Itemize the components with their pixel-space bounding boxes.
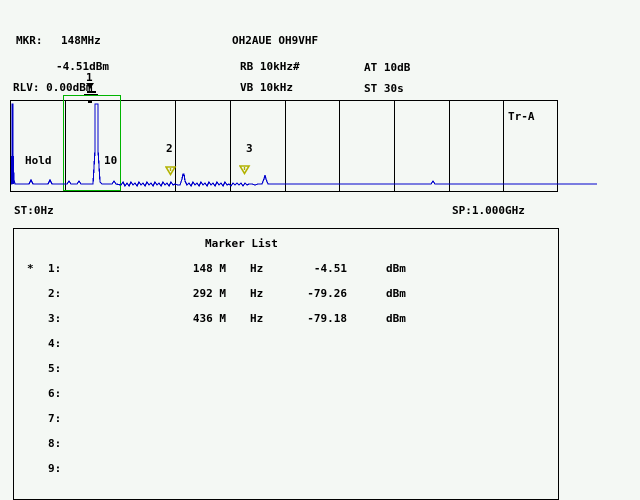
marker-level-unit: dBm — [386, 312, 406, 325]
marker-number: 4: — [48, 337, 62, 350]
marker-list-row: 4: — [0, 338, 640, 352]
marker-list-row: 5: — [0, 363, 640, 377]
marker-3-label: 3 — [246, 142, 253, 155]
active-marker-star: * — [27, 262, 34, 275]
reference-marker-underline — [84, 94, 98, 96]
grid-line — [503, 101, 504, 191]
marker-2-label: 2 — [166, 142, 173, 155]
division-scale-label: 10 — [104, 154, 118, 167]
reference-level-readout: RLV: 0.00dBm — [13, 81, 93, 94]
marker-frequency: 148 M — [192, 262, 226, 275]
marker1-peak-tick — [88, 100, 92, 103]
marker-level: -79.26 — [307, 287, 347, 300]
reference-marker-underline — [87, 91, 96, 93]
marker1-number-label: 1 — [86, 71, 93, 84]
grid-line — [339, 101, 340, 191]
marker-number: 7: — [48, 412, 62, 425]
marker-list-row: 8: — [0, 438, 640, 452]
grid-line — [230, 101, 231, 191]
marker-list-row: 3: 436 M Hz -79.18 dBm — [0, 313, 640, 327]
marker-level-unit: dBm — [386, 262, 406, 275]
sweep-time-readout: ST 30s — [364, 82, 404, 95]
marker-frequency: 292 M — [192, 287, 226, 300]
hold-indicator: Hold — [25, 154, 52, 167]
span-readout: SP:1.000GHz — [452, 204, 525, 217]
marker-readout-frequency: 148MHz — [61, 34, 101, 47]
marker-readout-level: -4.51dBm — [56, 60, 109, 73]
marker-frequency: 436 M — [192, 312, 226, 325]
marker-2-triangle-icon — [165, 166, 177, 176]
active-division-highlight-box — [63, 95, 121, 191]
grid-line — [449, 101, 450, 191]
station-id-label: OH2AUE OH9VHF — [232, 34, 319, 47]
marker-list-row: 7: — [0, 413, 640, 427]
marker-frequency-unit: Hz — [250, 262, 264, 275]
marker-3-triangle-icon — [239, 165, 251, 175]
reference-marker-icon — [86, 83, 94, 89]
marker-number: 9: — [48, 462, 62, 475]
marker-level: -4.51 — [313, 262, 347, 275]
marker-level-unit: dBm — [386, 287, 406, 300]
marker-number: 8: — [48, 437, 62, 450]
spectrum-analyzer-screen: { "colors": { "background": "#f4f8f4", "… — [0, 34, 640, 500]
marker-number: 2: — [48, 287, 62, 300]
marker-frequency-unit: Hz — [250, 312, 264, 325]
resolution-bandwidth-readout: RB 10kHz# — [240, 60, 300, 73]
marker-frequency-unit: Hz — [250, 287, 264, 300]
marker-list-row: 6: — [0, 388, 640, 402]
marker-number: 1: — [48, 262, 62, 275]
grid-line — [394, 101, 395, 191]
grid-line — [175, 101, 176, 191]
zero-hz-spike — [11, 156, 14, 184]
marker-list-row: * 1: 148 M Hz -4.51 dBm — [0, 263, 640, 277]
marker-number: 6: — [48, 387, 62, 400]
attenuation-readout: AT 10dB — [364, 61, 411, 74]
marker-number: 3: — [48, 312, 62, 325]
marker-level: -79.18 — [307, 312, 347, 325]
marker-list-row: 9: — [0, 463, 640, 477]
video-bandwidth-readout: VB 10kHz — [240, 81, 293, 94]
grid-line — [285, 101, 286, 191]
marker-list-title: Marker List — [205, 237, 278, 250]
marker-number: 5: — [48, 362, 62, 375]
start-frequency-readout: ST:0Hz — [14, 204, 54, 217]
marker-readout-label: MKR: — [16, 34, 43, 47]
marker-list-row: 2: 292 M Hz -79.26 dBm — [0, 288, 640, 302]
trace-a-label: Tr-A — [508, 110, 535, 123]
